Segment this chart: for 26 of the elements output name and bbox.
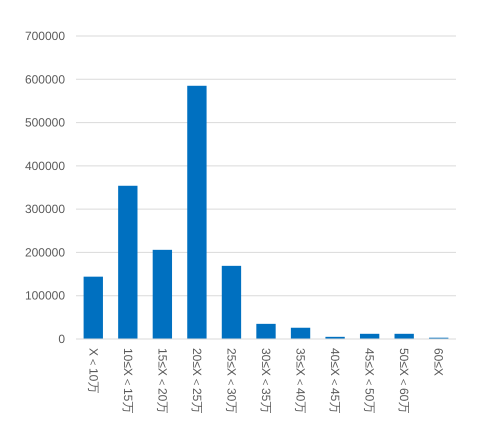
x-tick-label: 45≤X＜50万 <box>362 348 377 414</box>
bar <box>222 266 242 339</box>
y-tick-label: 400000 <box>24 158 66 173</box>
y-tick-label: 600000 <box>24 72 66 86</box>
y-tick-label: 500000 <box>24 116 66 130</box>
x-tick-label: 15≤X＜20万 <box>155 348 170 414</box>
x-tick-label: 50≤X＜60万 <box>397 348 412 414</box>
x-tick-label: 20≤X＜25万 <box>190 348 204 414</box>
bar <box>187 86 207 339</box>
y-tick-label: 200000 <box>24 245 66 260</box>
y-tick-label: 700000 <box>24 29 66 43</box>
bar <box>118 186 138 339</box>
bar <box>256 324 276 339</box>
x-tick-label: 35≤X＜40万 <box>294 348 308 414</box>
x-tick-label: 25≤X＜30万 <box>224 348 238 414</box>
x-tick-label: 10≤X＜15万 <box>120 348 135 414</box>
y-tick-label: 0 <box>58 332 66 346</box>
y-tick-label: 300000 <box>24 202 66 216</box>
bar <box>152 250 172 339</box>
x-tick-label: X＜10万 <box>86 348 100 394</box>
x-tick-label: 30≤X＜35万 <box>259 348 273 414</box>
bar <box>290 328 310 339</box>
bar <box>84 276 103 339</box>
x-tick-label: 40≤X＜45万 <box>328 348 342 414</box>
x-tick-label: 60≤X <box>432 348 446 376</box>
y-tick-label: 100000 <box>24 288 66 303</box>
